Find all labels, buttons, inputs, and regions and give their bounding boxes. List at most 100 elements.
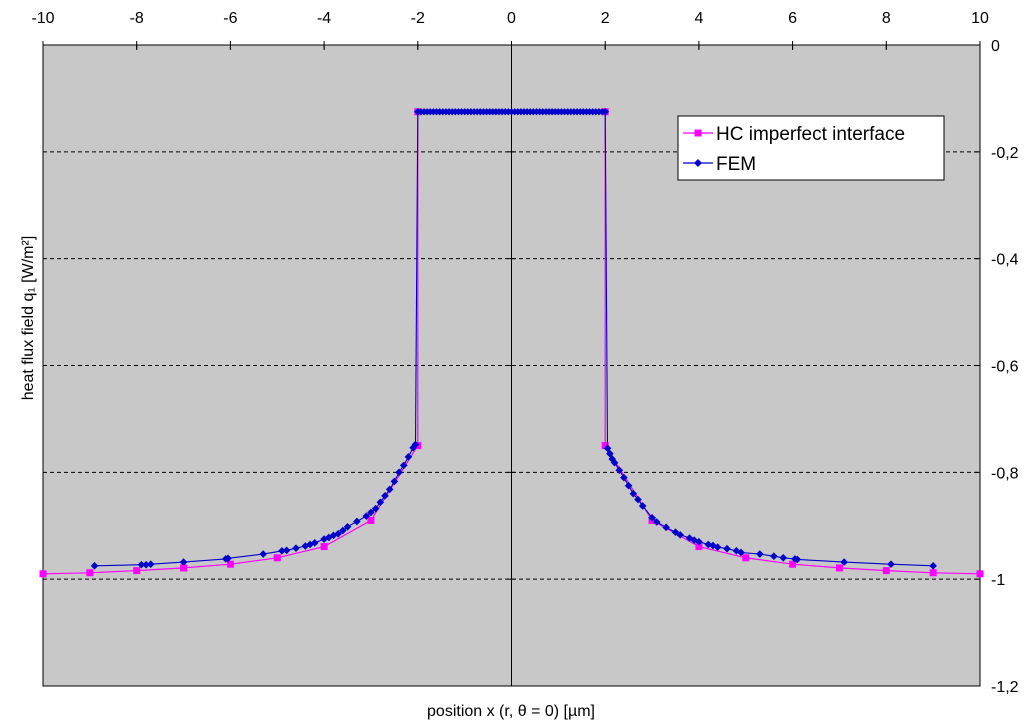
series-0-point-16 bbox=[835, 564, 843, 572]
series-1-point-41 bbox=[624, 481, 633, 490]
series-0-point-13 bbox=[695, 543, 703, 551]
series-1-point-61 bbox=[779, 554, 788, 562]
series-1-point-1 bbox=[137, 560, 146, 569]
series-1-point-2 bbox=[142, 560, 150, 569]
y-tick-label-6: -1,2 bbox=[991, 679, 1019, 696]
y-tick-label-3: -0,6 bbox=[991, 359, 1019, 376]
legend-label-fem: FEM bbox=[716, 154, 756, 175]
series-1-point-26 bbox=[385, 485, 394, 494]
series-1-point-6 bbox=[224, 554, 232, 563]
series-1-point-30 bbox=[404, 453, 413, 461]
x-tick-label-2: -6 bbox=[223, 10, 237, 27]
legend-box bbox=[677, 115, 945, 181]
series-1-point-22 bbox=[367, 508, 375, 517]
legend: HC imperfect interface FEM bbox=[677, 115, 945, 181]
series-1-point-18 bbox=[339, 526, 347, 535]
series-1-point-35 bbox=[603, 444, 612, 453]
series-1-point-32 bbox=[411, 440, 420, 449]
x-tick-label-0: -10 bbox=[31, 10, 54, 27]
series-1-point-56 bbox=[723, 544, 731, 553]
series-1-point-43 bbox=[634, 495, 642, 504]
series-0-point-17 bbox=[882, 567, 890, 575]
series-1-point-3 bbox=[146, 560, 155, 569]
series-0-point-6 bbox=[320, 543, 328, 551]
series-1-point-39 bbox=[615, 466, 624, 474]
x-axis-ticks: -10 -8 -6 -4 -2 0 2 4 6 8 10 bbox=[31, 10, 989, 50]
series-1-point-4 bbox=[179, 558, 188, 566]
y-tick-label-1: -0,2 bbox=[991, 145, 1019, 162]
series-1-point-0 bbox=[90, 562, 99, 570]
series-group bbox=[39, 107, 984, 578]
x-tick-label-5: 0 bbox=[507, 10, 516, 27]
series-1-point-13 bbox=[310, 539, 319, 547]
series-1-point-19 bbox=[343, 523, 352, 531]
x-tick-label-6: 2 bbox=[601, 10, 610, 27]
y-tick-label-0: 0 bbox=[991, 38, 1000, 55]
series-1-point-7 bbox=[259, 550, 267, 558]
series-0-point-3 bbox=[180, 564, 188, 572]
series-1-point-38 bbox=[610, 458, 619, 467]
y-tick-label-5: -1 bbox=[991, 572, 1005, 589]
series-1-point-25 bbox=[381, 492, 389, 500]
series-1-point-20 bbox=[353, 517, 361, 526]
series-0-point-15 bbox=[789, 560, 797, 568]
series-1-point-31 bbox=[409, 443, 417, 452]
series-1-point-24 bbox=[376, 498, 385, 507]
y-axis-title: heat flux field q₁ [W/m²] bbox=[20, 236, 37, 401]
series-1-point-23 bbox=[371, 504, 380, 513]
x-tick-label-1: -8 bbox=[130, 10, 144, 27]
series-1-point-29 bbox=[399, 461, 408, 470]
series-0-point-4 bbox=[226, 560, 234, 568]
series-1-point-16 bbox=[329, 531, 338, 540]
series-1-point-40 bbox=[620, 473, 628, 482]
series-0-point-19 bbox=[976, 570, 984, 578]
series-1-point-36 bbox=[606, 449, 614, 458]
series-1-point-58 bbox=[737, 548, 745, 557]
series-1-point-17 bbox=[334, 529, 342, 538]
series-0-point-7 bbox=[367, 516, 375, 524]
x-tick-label-10: 10 bbox=[971, 10, 989, 27]
x-axis-title: position x (r, θ = 0) [µm] bbox=[427, 703, 595, 720]
series-1-point-47 bbox=[662, 523, 670, 532]
series-1-point-27 bbox=[390, 477, 399, 486]
x-tick-label-9: 8 bbox=[882, 10, 891, 27]
series-1-point-11 bbox=[301, 542, 310, 550]
series-1-point-63 bbox=[793, 555, 802, 564]
series-1-point-59 bbox=[756, 550, 764, 558]
series-1-point-42 bbox=[629, 489, 638, 498]
series-1-point-9 bbox=[282, 546, 291, 555]
series-1-point-60 bbox=[770, 552, 778, 560]
series-0-point-5 bbox=[273, 554, 281, 562]
y-tick-label-4: -0,8 bbox=[991, 465, 1019, 482]
series-1-point-21 bbox=[362, 512, 371, 520]
series-1-point-45 bbox=[648, 513, 656, 522]
fem-plateau-point-60 bbox=[601, 108, 609, 116]
x-tick-label-3: -4 bbox=[317, 10, 331, 27]
x-tick-label-7: 4 bbox=[694, 10, 703, 27]
series-1-point-46 bbox=[652, 518, 661, 526]
x-tick-label-8: 6 bbox=[788, 10, 797, 27]
series-1-point-66 bbox=[929, 562, 937, 570]
legend-marker-hc bbox=[694, 129, 702, 137]
series-1-point-65 bbox=[887, 560, 895, 569]
series-1-point-64 bbox=[840, 558, 848, 566]
series-1-point-49 bbox=[676, 531, 684, 539]
series-0-point-18 bbox=[929, 569, 937, 577]
fem-plateau-markers bbox=[414, 108, 609, 116]
series-1-point-28 bbox=[395, 468, 403, 477]
series-1-point-8 bbox=[278, 547, 286, 555]
series-1-point-44 bbox=[638, 502, 647, 510]
series-1-point-57 bbox=[732, 547, 741, 555]
series-0-point-2 bbox=[133, 567, 141, 575]
series-0-point-11 bbox=[601, 442, 609, 450]
legend-label-hc: HC imperfect interface bbox=[716, 124, 905, 145]
series-0-point-14 bbox=[742, 554, 750, 562]
y-axis-ticks: 0 -0,2 -0,4 -0,6 -0,8 -1 -1,2 bbox=[507, 38, 1019, 696]
series-0-point-1 bbox=[86, 569, 94, 577]
series-0-point-0 bbox=[39, 570, 47, 578]
series-1-point-10 bbox=[292, 544, 300, 552]
y-tick-label-2: -0,4 bbox=[991, 252, 1019, 269]
series-1-point-55 bbox=[713, 543, 722, 551]
legend-marker-fem bbox=[694, 159, 702, 167]
